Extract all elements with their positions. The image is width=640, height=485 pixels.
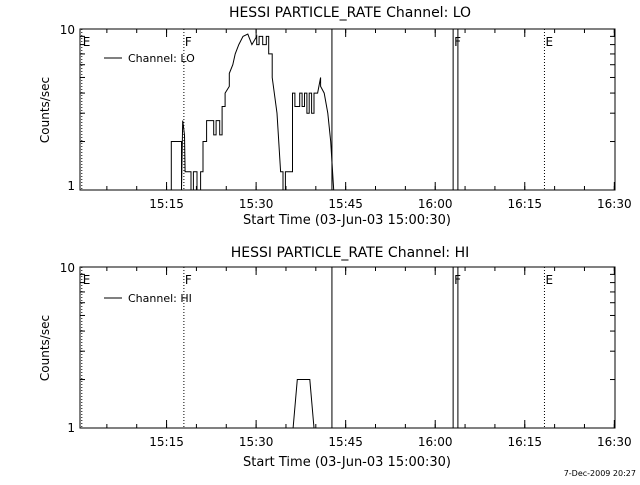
panel-hi-x-tick-label: 16:00 bbox=[418, 435, 453, 449]
panel-hi-ytick-bottom: 1 bbox=[67, 421, 75, 435]
panel-lo-x-tick-label: 15:15 bbox=[149, 197, 184, 211]
panel-hi-x-ticks: 15:15 15:30 15:45 16:00 16:15 16:30 bbox=[106, 267, 632, 449]
panel-hi-x-tick-label: 16:15 bbox=[507, 435, 542, 449]
panel-lo: HESSI PARTICLE_RATE Channel: LO E F F E 15:… bbox=[38, 5, 632, 228]
panel-hi-y-ticks bbox=[80, 273, 615, 381]
panel-lo-marker-label: E bbox=[545, 35, 553, 49]
panel-lo-title: HESSI PARTICLE_RATE Channel: LO bbox=[229, 5, 471, 21]
panel-lo-x-tick-label: 15:30 bbox=[239, 197, 274, 211]
panel-lo-series-line bbox=[170, 33, 335, 191]
panel-lo-ytick-bottom: 1 bbox=[67, 179, 75, 193]
panel-lo-marker-label: F bbox=[185, 35, 192, 49]
panel-hi-x-tick-label: 15:45 bbox=[328, 435, 363, 449]
panel-hi-title: HESSI PARTICLE_RATE Channel: HI bbox=[231, 245, 469, 261]
footer-timestamp: 7-Dec-2009 20:27 bbox=[564, 469, 636, 478]
panel-lo-legend-label: Channel: LO bbox=[128, 52, 195, 65]
panel-hi-series-line bbox=[292, 379, 315, 429]
panel-lo-x-tick-label: 16:15 bbox=[507, 197, 542, 211]
panel-lo-x-tick-label: 16:30 bbox=[597, 197, 632, 211]
panel-hi-marker-label: E bbox=[83, 273, 91, 287]
panel-hi-marker-label: F bbox=[454, 273, 461, 287]
panel-lo-frame bbox=[79, 28, 616, 191]
panel-hi-y-axis-label: Counts/sec bbox=[38, 315, 52, 381]
panel-lo-ytick-top: 10 bbox=[60, 23, 75, 37]
panel-lo-x-ticks: 15:15 15:30 15:45 16:00 16:15 16:30 bbox=[106, 29, 632, 211]
panel-lo-x-tick-label: 16:00 bbox=[418, 197, 453, 211]
panel-hi: HESSI PARTICLE_RATE Channel: HI E F F E 15:… bbox=[38, 245, 632, 470]
panel-hi-x-tick-label: 15:15 bbox=[149, 435, 184, 449]
panel-hi-markers bbox=[81, 267, 545, 428]
panel-hi-frame bbox=[79, 266, 616, 429]
panel-hi-legend-label: Channel: HI bbox=[128, 292, 192, 305]
panel-lo-y-ticks bbox=[80, 35, 615, 143]
panel-hi-marker-label: E bbox=[545, 273, 553, 287]
panel-lo-y-axis-label: Counts/sec bbox=[38, 77, 52, 143]
panel-lo-marker-label: F bbox=[454, 35, 461, 49]
panel-hi-ytick-top: 10 bbox=[60, 261, 75, 275]
panel-lo-x-tick-label: 15:45 bbox=[328, 197, 363, 211]
panel-hi-marker-label: F bbox=[185, 273, 192, 287]
panel-hi-x-axis-label: Start Time (03-Jun-03 15:00:30) bbox=[243, 455, 451, 470]
panel-hi-x-tick-label: 15:30 bbox=[239, 435, 274, 449]
panel-lo-marker-label: E bbox=[83, 35, 91, 49]
panel-hi-x-tick-label: 16:30 bbox=[597, 435, 632, 449]
panel-lo-x-axis-label: Start Time (03-Jun-03 15:00:30) bbox=[243, 213, 451, 228]
